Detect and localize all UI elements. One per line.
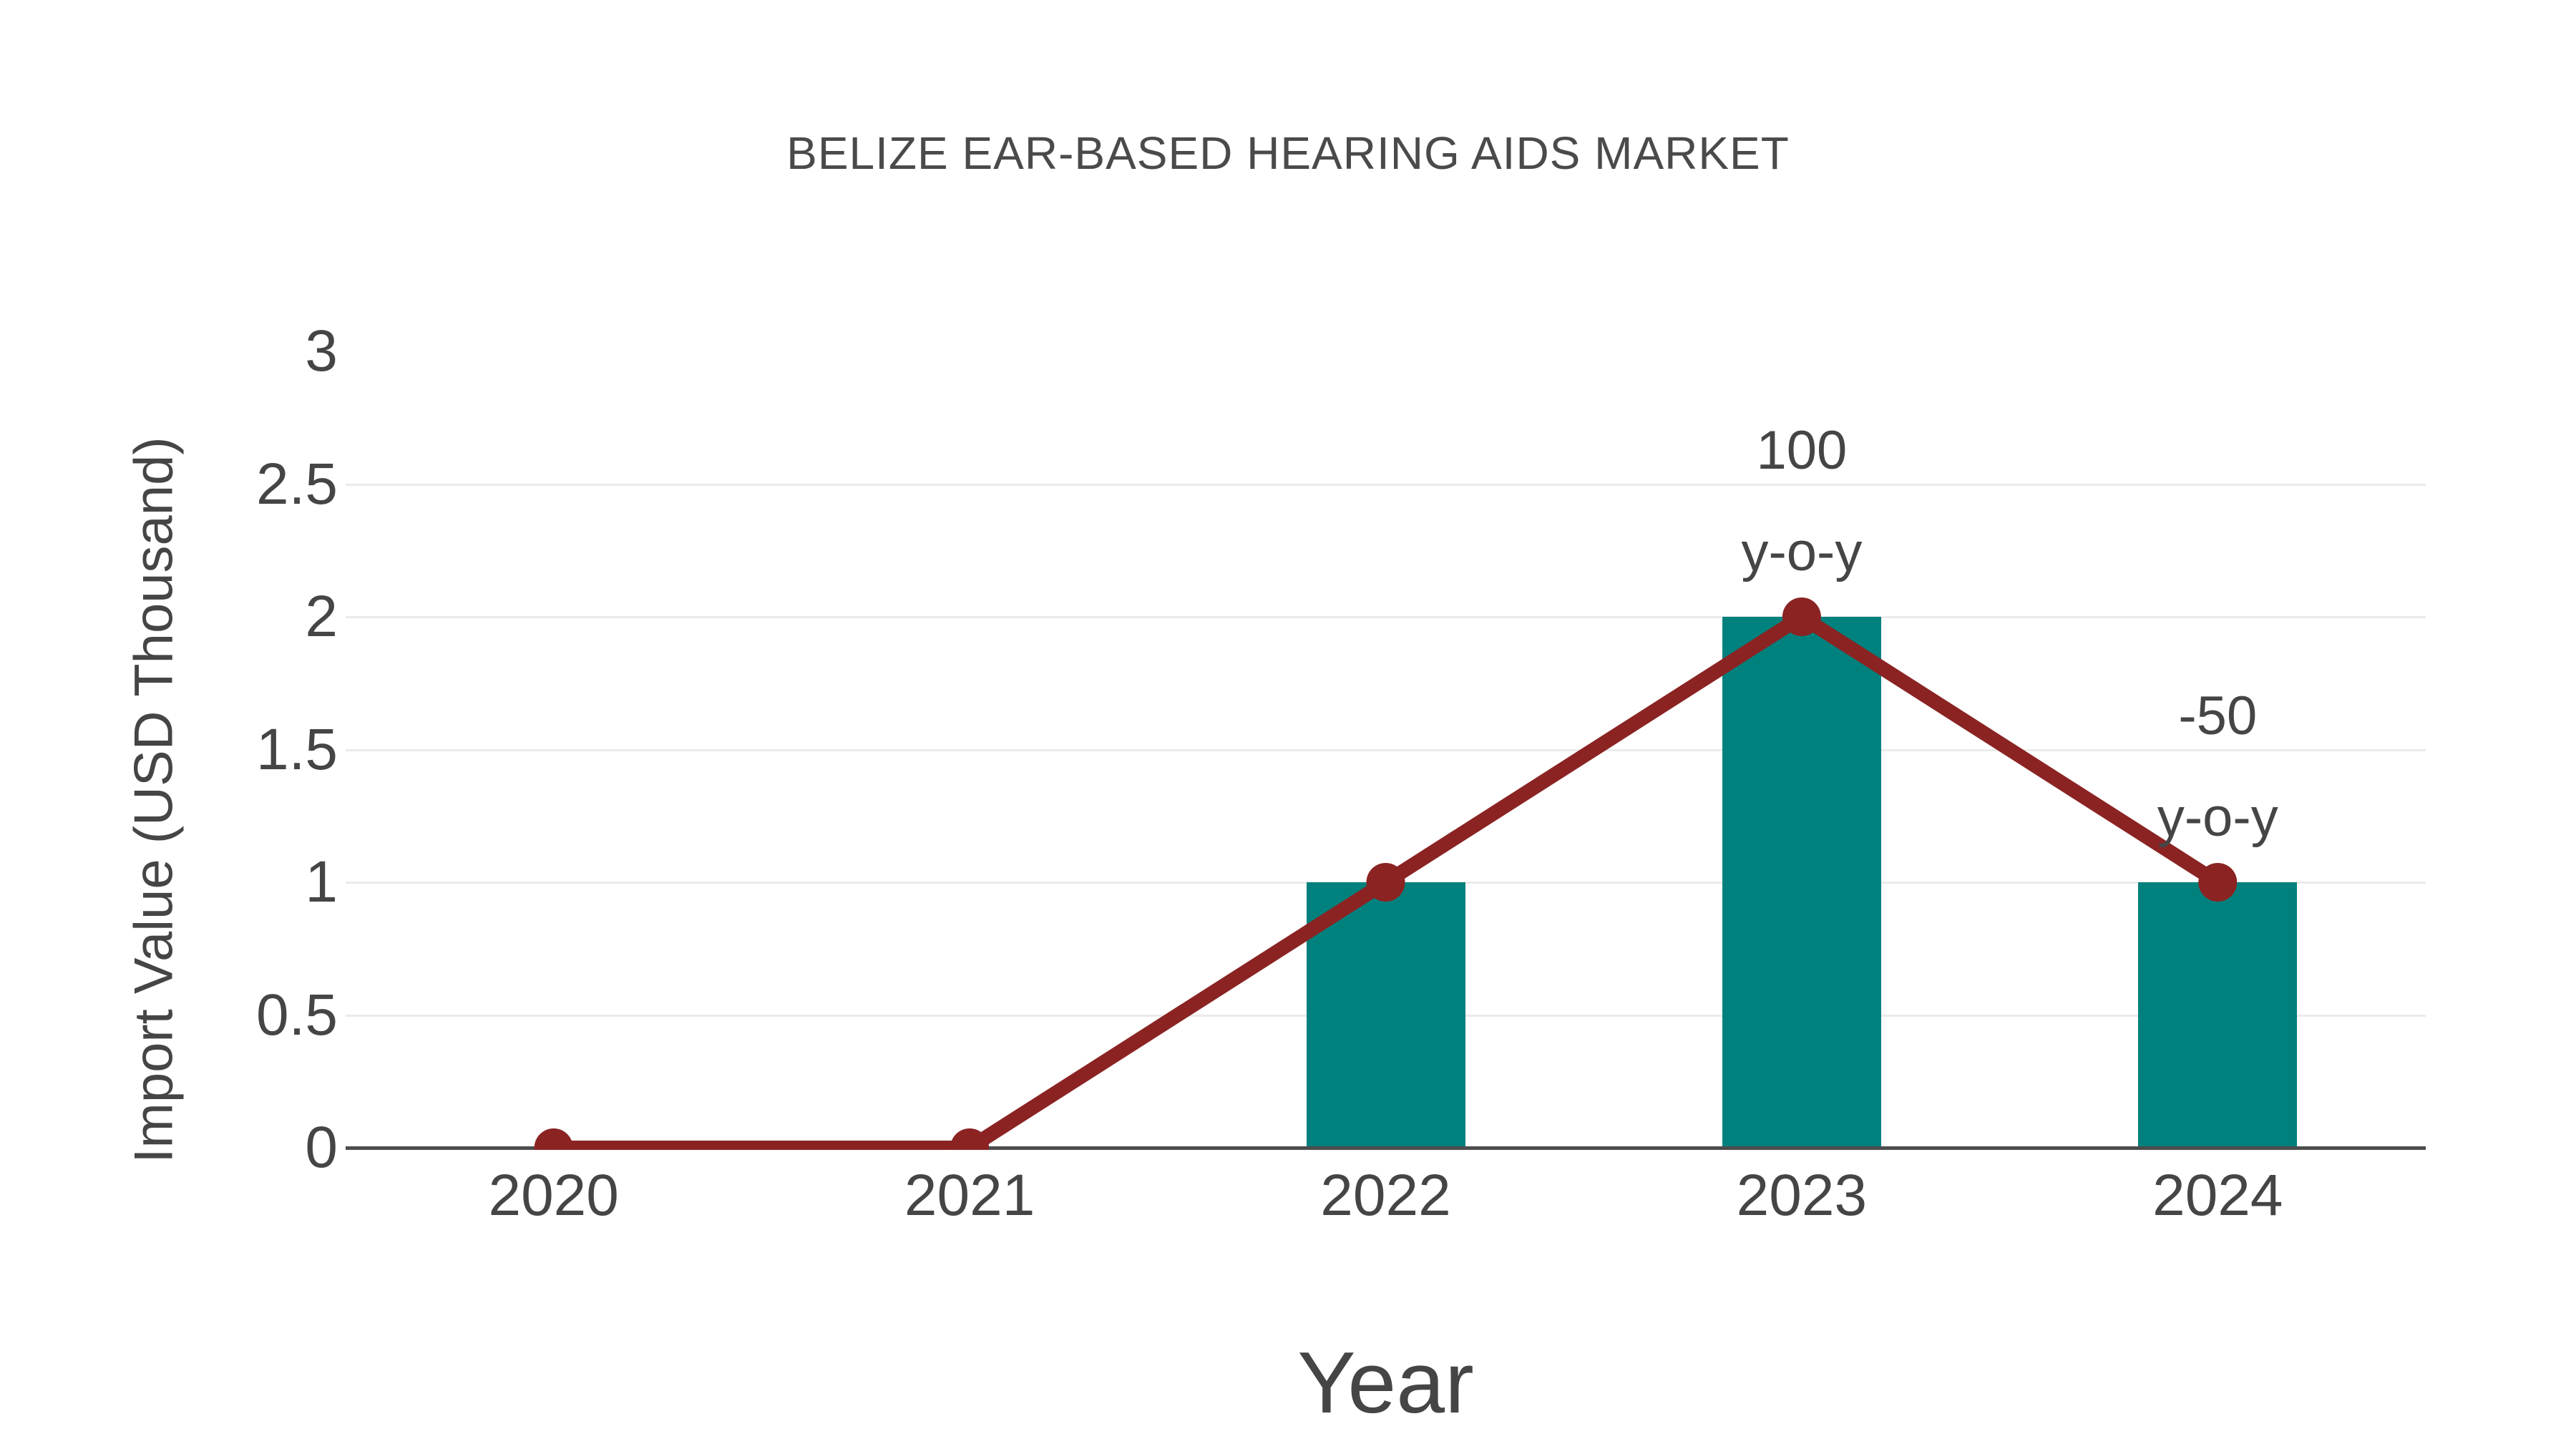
chart-title: BELIZE EAR-BASED HEARING AIDS MARKET bbox=[786, 127, 1790, 179]
bar-2022 bbox=[1306, 882, 1465, 1150]
y-tick-label-2.5: 2.5 bbox=[256, 451, 338, 517]
x-tick-label-2021: 2021 bbox=[904, 1163, 1035, 1228]
x-tick-label-2022: 2022 bbox=[1320, 1163, 1451, 1228]
x-tick-label-2023: 2023 bbox=[1736, 1163, 1868, 1228]
annotation-unit-2024: y-o-y bbox=[2157, 787, 2278, 848]
x-tick-label-2020: 2020 bbox=[488, 1163, 619, 1228]
annotation-unit-2023: y-o-y bbox=[1741, 522, 1863, 582]
y-tick-label-3: 3 bbox=[305, 318, 338, 384]
gridline bbox=[346, 483, 2426, 486]
line-marker-2024 bbox=[2198, 863, 2238, 902]
annotation-value-2023: 100 bbox=[1756, 420, 1848, 481]
line-marker-2022 bbox=[1366, 863, 1405, 902]
line-marker-2021 bbox=[950, 1128, 990, 1150]
bar-2024 bbox=[2138, 882, 2298, 1150]
x-tick-label-2024: 2024 bbox=[2152, 1163, 2283, 1228]
annotation-value-2024: -50 bbox=[2178, 686, 2258, 746]
line-marker-2020 bbox=[534, 1128, 573, 1150]
gridline bbox=[346, 748, 2426, 751]
line-marker-2023 bbox=[1782, 597, 1821, 636]
y-tick-label-2: 2 bbox=[305, 584, 338, 649]
x-axis-line bbox=[346, 1146, 2426, 1150]
y-tick-label-0.5: 0.5 bbox=[256, 982, 338, 1048]
x-axis-title: Year bbox=[1297, 1334, 1474, 1431]
bar-2023 bbox=[1722, 617, 1881, 1150]
y-tick-label-1.5: 1.5 bbox=[256, 716, 338, 782]
y-tick-label-1: 1 bbox=[305, 849, 338, 914]
gridline bbox=[346, 616, 2426, 618]
y-tick-label-0: 0 bbox=[305, 1115, 338, 1180]
